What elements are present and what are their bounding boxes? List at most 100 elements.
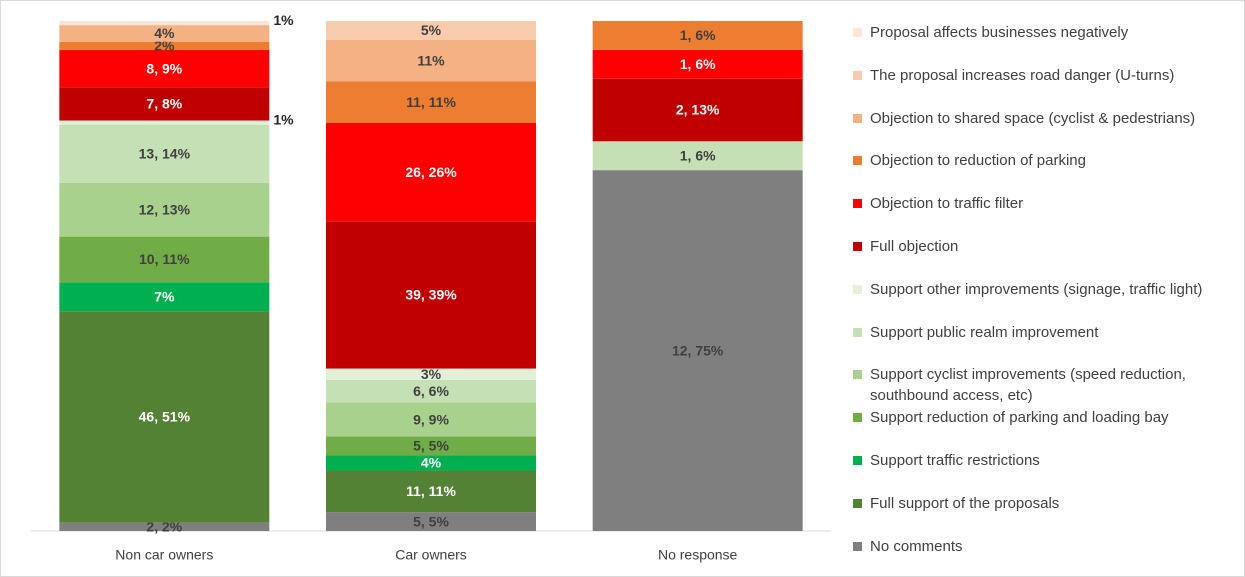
legend-swatch xyxy=(853,413,862,423)
data-label: 3% xyxy=(421,366,442,382)
legend-label: Full objection xyxy=(870,238,959,255)
legend-label: Support other improvements (signage, tra… xyxy=(870,280,1203,298)
legend-swatch xyxy=(853,327,862,337)
bar-segment xyxy=(59,120,270,125)
bar-segment xyxy=(326,39,536,82)
data-label: 12, 75% xyxy=(672,342,724,358)
data-label: 1, 6% xyxy=(680,56,716,72)
data-label: 1, 6% xyxy=(680,27,716,43)
data-label: 8, 9% xyxy=(146,60,182,76)
data-label: 5, 5% xyxy=(413,438,449,454)
bar-segment xyxy=(59,25,270,42)
bar-segment xyxy=(326,123,536,222)
legend-item: No comments xyxy=(853,536,1238,557)
data-label: 1% xyxy=(273,111,294,127)
legend-item: Support traffic restrictions xyxy=(853,450,1238,471)
legend-swatch xyxy=(853,70,862,80)
legend-item: Full support of the proposals xyxy=(853,493,1238,514)
legend-swatch xyxy=(853,370,862,380)
data-label: 4% xyxy=(421,455,442,471)
bar-segment xyxy=(592,170,803,531)
bar-segment xyxy=(59,236,270,283)
legend-swatch xyxy=(853,456,862,465)
bar-segment xyxy=(59,282,270,312)
data-label: 11, 11% xyxy=(406,483,456,499)
data-label: 6, 6% xyxy=(413,383,449,399)
legend-label: Objection to traffic filter xyxy=(870,195,1024,213)
legend-label: No comments xyxy=(870,537,963,555)
bar-segment xyxy=(326,512,536,531)
legend-swatch xyxy=(853,113,862,123)
legend-swatch xyxy=(853,498,862,508)
bar-segment xyxy=(59,124,270,183)
legend-swatch xyxy=(853,284,862,294)
data-label: 7, 8% xyxy=(146,96,182,112)
data-label: 10, 11% xyxy=(139,251,190,267)
bar-segment xyxy=(592,78,803,142)
legend-item: Objection to reduction of parking xyxy=(853,150,1238,171)
legend-item: Support cyclist improvements (speed redu… xyxy=(853,364,1238,406)
bar-segment xyxy=(326,436,536,456)
data-label: 12, 13% xyxy=(139,201,191,217)
data-label: 9, 9% xyxy=(413,411,449,427)
legend-item: Objection to shared space (cyclist & ped… xyxy=(853,108,1238,129)
data-label: 26, 26% xyxy=(405,164,457,180)
bar-segment xyxy=(59,311,270,523)
bar-segment xyxy=(326,368,536,380)
data-label: 7% xyxy=(154,288,175,304)
bar-segment xyxy=(59,21,270,26)
bar-segment xyxy=(59,182,270,237)
legend-item: Support public realm improvement xyxy=(853,322,1238,343)
bar-segment xyxy=(326,21,536,40)
legend-item: Support other improvements (signage, tra… xyxy=(853,279,1238,300)
legend-swatch xyxy=(853,242,862,251)
x-tick-label: No response xyxy=(658,547,738,563)
bar-segment xyxy=(592,141,803,171)
legend-item: Full objection xyxy=(853,236,1238,257)
legend-item: Support reduction of parking and loading… xyxy=(853,407,1238,428)
data-label: 11, 11% xyxy=(406,94,456,110)
data-label: 5, 5% xyxy=(413,513,449,529)
legend-swatch xyxy=(853,28,862,37)
bar-segment xyxy=(59,87,270,121)
legend-label: Objection to reduction of parking xyxy=(870,152,1086,170)
bar-segment xyxy=(592,21,803,50)
legend-label: Support reduction of parking and loading… xyxy=(870,409,1169,427)
x-tick-label: Non car owners xyxy=(115,547,213,563)
legend-label: Support traffic restrictions xyxy=(870,452,1040,469)
legend-swatch xyxy=(853,199,862,209)
bar-segment xyxy=(326,470,536,513)
legend-swatch xyxy=(853,541,862,551)
data-label: 1% xyxy=(273,12,294,28)
data-label: 5% xyxy=(421,22,442,38)
data-label: 46, 51% xyxy=(139,409,191,425)
legend-label: Support public realm improvement xyxy=(870,323,1099,341)
legend-label: Objection to shared space (cyclist & ped… xyxy=(870,109,1196,127)
legend-label: Full support of the proposals xyxy=(870,494,1060,512)
data-label: 13, 14% xyxy=(139,145,191,161)
data-label: 2, 13% xyxy=(676,102,720,118)
bar-segment xyxy=(59,41,270,51)
data-label: 39, 39% xyxy=(405,287,457,303)
bar-segment xyxy=(326,379,536,403)
bar-segment xyxy=(592,49,803,79)
bar-segment xyxy=(326,402,536,437)
data-label: 1, 6% xyxy=(680,147,716,163)
bar-segment xyxy=(326,455,536,471)
bar-segment xyxy=(59,522,270,531)
legend-item: Proposal affects businesses negatively xyxy=(853,22,1238,43)
legend-item: The proposal increases road danger (U-tu… xyxy=(853,65,1238,86)
data-label: 4% xyxy=(154,25,175,41)
legend-swatch xyxy=(853,156,862,166)
bar-segment xyxy=(59,50,270,88)
legend-label: Support cyclist improvements (speed redu… xyxy=(870,366,1186,405)
legend-label: The proposal increases road danger (U-tu… xyxy=(870,66,1175,84)
legend-item: Objection to traffic filter xyxy=(853,193,1238,214)
legend-label: Proposal affects businesses negatively xyxy=(870,24,1129,41)
data-label: 11% xyxy=(417,52,445,68)
bar-segment xyxy=(326,221,536,369)
x-tick-label: Car owners xyxy=(395,547,467,563)
bar-segment xyxy=(326,81,536,123)
